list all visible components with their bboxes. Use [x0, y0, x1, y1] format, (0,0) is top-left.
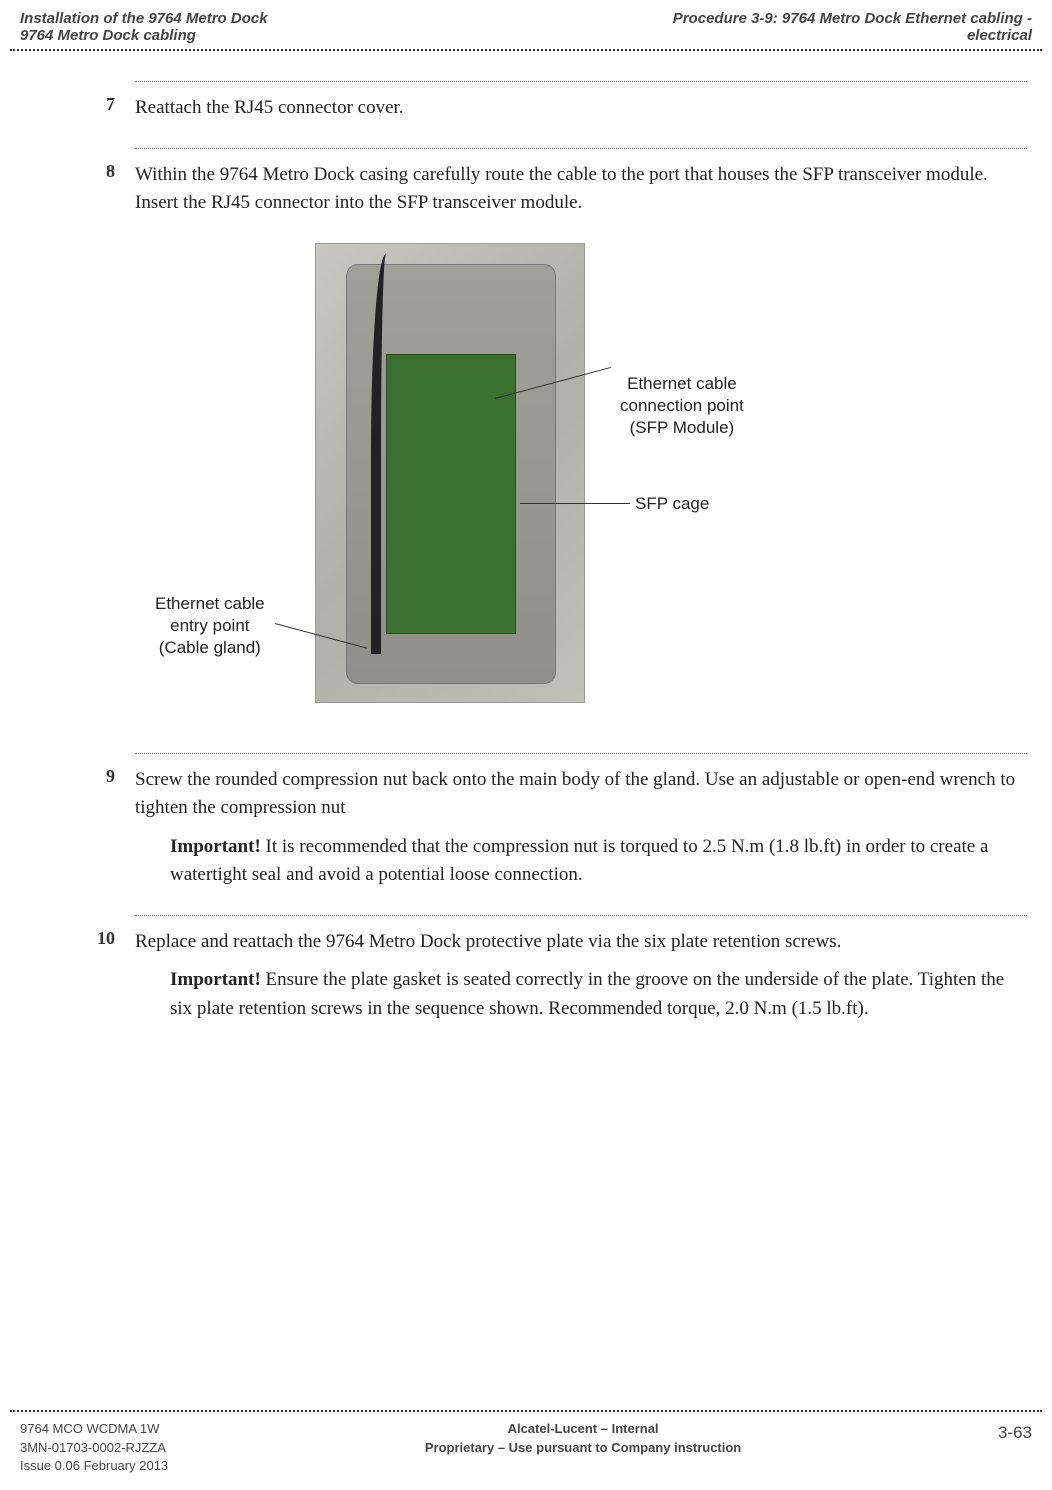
step-divider — [135, 148, 1027, 149]
important-text: It is recommended that the compression n… — [170, 836, 988, 886]
header-right-line1: Procedure 3-9: 9764 Metro Dock Ethernet … — [673, 10, 1032, 27]
figure-label-sfp-cage: SFP cage — [635, 493, 709, 515]
header-divider — [10, 49, 1042, 51]
figure-photo — [315, 243, 585, 703]
page-footer: 9764 MCO WCDMA 1W 3MN-01703-0002-RJZZA I… — [0, 1410, 1052, 1490]
important-text: Ensure the plate gasket is seated correc… — [170, 969, 1004, 1019]
header-left-line2: 9764 Metro Dock cabling — [20, 27, 268, 44]
step-number: 9 — [25, 766, 135, 787]
important-label: Important! — [170, 969, 266, 990]
step-10: 10 Replace and reattach the 9764 Metro D… — [25, 915, 1027, 1024]
step-text: Reattach the RJ45 connector cover. — [135, 94, 1027, 123]
footer-divider — [10, 1410, 1042, 1412]
footer-left-line3: Issue 0.06 February 2013 — [20, 1457, 168, 1475]
step-text: Within the 9764 Metro Dock casing carefu… — [135, 161, 1027, 218]
figure-pcb — [386, 354, 516, 634]
footer-left-line2: 3MN-01703-0002-RJZZA — [20, 1439, 168, 1457]
header-right-line2: electrical — [673, 27, 1032, 44]
label-leader-line — [520, 503, 630, 504]
step-number: 10 — [25, 928, 135, 949]
content-area: 7 Reattach the RJ45 connector cover. 8 W… — [0, 81, 1052, 1023]
step-7: 7 Reattach the RJ45 connector cover. — [25, 81, 1027, 123]
figure-cable — [371, 254, 401, 654]
footer-center-line2: Proprietary – Use pursuant to Company in… — [425, 1439, 741, 1457]
step-divider — [135, 915, 1027, 916]
step-text: Replace and reattach the 9764 Metro Dock… — [135, 928, 1027, 1024]
step-divider — [135, 753, 1027, 754]
step-text: Screw the rounded compression nut back o… — [135, 766, 1027, 890]
step-divider — [135, 81, 1027, 82]
step-9: 9 Screw the rounded compression nut back… — [25, 753, 1027, 890]
page-number: 3-63 — [998, 1420, 1032, 1443]
footer-center-line1: Alcatel-Lucent – Internal — [425, 1420, 741, 1438]
step-number: 7 — [25, 94, 135, 115]
footer-left-line1: 9764 MCO WCDMA 1W — [20, 1420, 168, 1438]
step-8: 8 Within the 9764 Metro Dock casing care… — [25, 148, 1027, 723]
figure-container: Ethernet cable connection point (SFP Mod… — [25, 243, 1027, 723]
important-label: Important! — [170, 836, 266, 857]
header-left-line1: Installation of the 9764 Metro Dock — [20, 10, 268, 27]
step-number: 8 — [25, 161, 135, 182]
figure-label-entry-point: Ethernet cable entry point (Cable gland) — [155, 593, 265, 659]
page-header: Installation of the 9764 Metro Dock 9764… — [0, 0, 1052, 49]
figure-label-connection-point: Ethernet cable connection point (SFP Mod… — [620, 373, 744, 439]
